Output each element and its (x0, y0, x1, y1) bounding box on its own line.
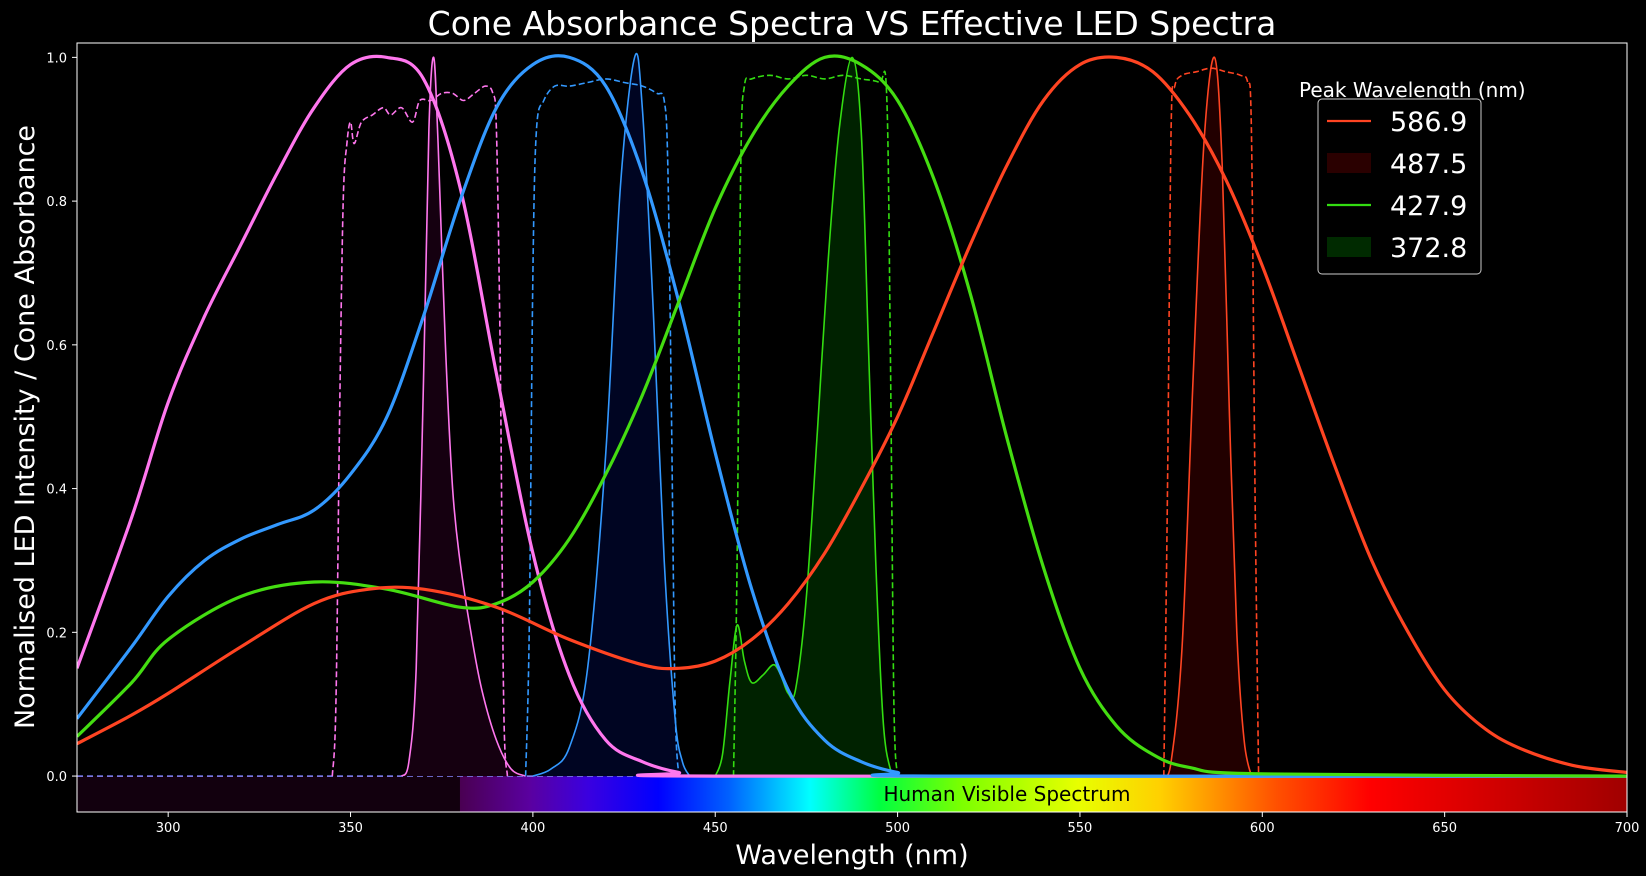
x-tick-label: 350 (338, 821, 363, 836)
x-axis: 300 350 400 450 500 550 600 650 700 (156, 812, 1640, 836)
filter-curve-4 (1163, 67, 1260, 777)
legend-entries: 586.9 487.5 427.9 372.8 (1327, 107, 1467, 264)
cone-curve-1 (77, 54, 1627, 778)
led-spectrum-fill-427.9 (532, 53, 690, 777)
y-axis: 0.0 0.2 0.4 0.6 0.8 1.0 (46, 51, 77, 785)
legend-entry-label: 372.8 (1390, 233, 1467, 264)
cone-curve-3 (77, 54, 1627, 778)
x-tick-label: 600 (1250, 821, 1275, 836)
x-axis-label: Wavelength (nm) (735, 840, 968, 871)
spectrum-band-uv (77, 776, 460, 812)
x-tick-label: 300 (156, 821, 181, 836)
legend-patch-marker (1327, 237, 1371, 257)
led-spectrum-fill-586.9 (1163, 57, 1252, 777)
led-spectrum-fill-487.5 (715, 57, 898, 777)
filter-curve-2 (524, 78, 680, 777)
y-tick-label: 0.8 (46, 195, 67, 210)
led-spectrum-line-372.8 (400, 56, 526, 777)
spectrum-band-visible (459, 776, 1627, 812)
led-spectrum-line-487.5 (714, 56, 899, 777)
chart-title: Cone Absorbance Spectra VS Effective LED… (428, 4, 1277, 43)
y-tick-label: 1.0 (46, 51, 67, 66)
cone-curve-4 (77, 55, 1627, 775)
legend-entry-label: 427.9 (1390, 191, 1467, 222)
filter-curve-3 (732, 70, 899, 777)
x-tick-label: 400 (520, 821, 545, 836)
legend-box (1317, 98, 1482, 275)
legend-entry-label: 487.5 (1390, 149, 1467, 180)
x-tick-label: 450 (703, 821, 728, 836)
legend-entry-label: 586.9 (1390, 107, 1467, 138)
led-spectrum-line-427.9 (532, 52, 691, 777)
x-tick-label: 700 (1615, 821, 1640, 836)
y-tick-label: 0.6 (46, 339, 67, 354)
x-tick-label: 650 (1432, 821, 1457, 836)
y-axis-label: Normalised LED Intensity / Cone Absorban… (10, 125, 41, 729)
spectrum-band-label: Human Visible Spectrum (883, 782, 1130, 806)
y-tick-label: 0.4 (46, 483, 67, 498)
y-tick-label: 0.0 (46, 770, 67, 785)
filter-curve-1 (331, 85, 509, 777)
legend: Peak Wavelength (nm) 586.9 487.5 427.9 372.… (1299, 78, 1526, 275)
plot-area: Human Visible Spectrum (76, 42, 1628, 813)
series-layer (77, 52, 1627, 778)
x-tick-label: 500 (885, 821, 910, 836)
led-spectrum-fill-372.8 (401, 57, 526, 777)
y-tick-label: 0.2 (46, 626, 67, 641)
cone-curve-2 (77, 54, 1627, 778)
led-spectrum-line-586.9 (1163, 56, 1253, 777)
legend-patch-marker (1327, 153, 1371, 173)
plot-frame (76, 42, 1628, 813)
legend-title: Peak Wavelength (nm) (1299, 78, 1526, 102)
x-tick-label: 550 (1068, 821, 1093, 836)
